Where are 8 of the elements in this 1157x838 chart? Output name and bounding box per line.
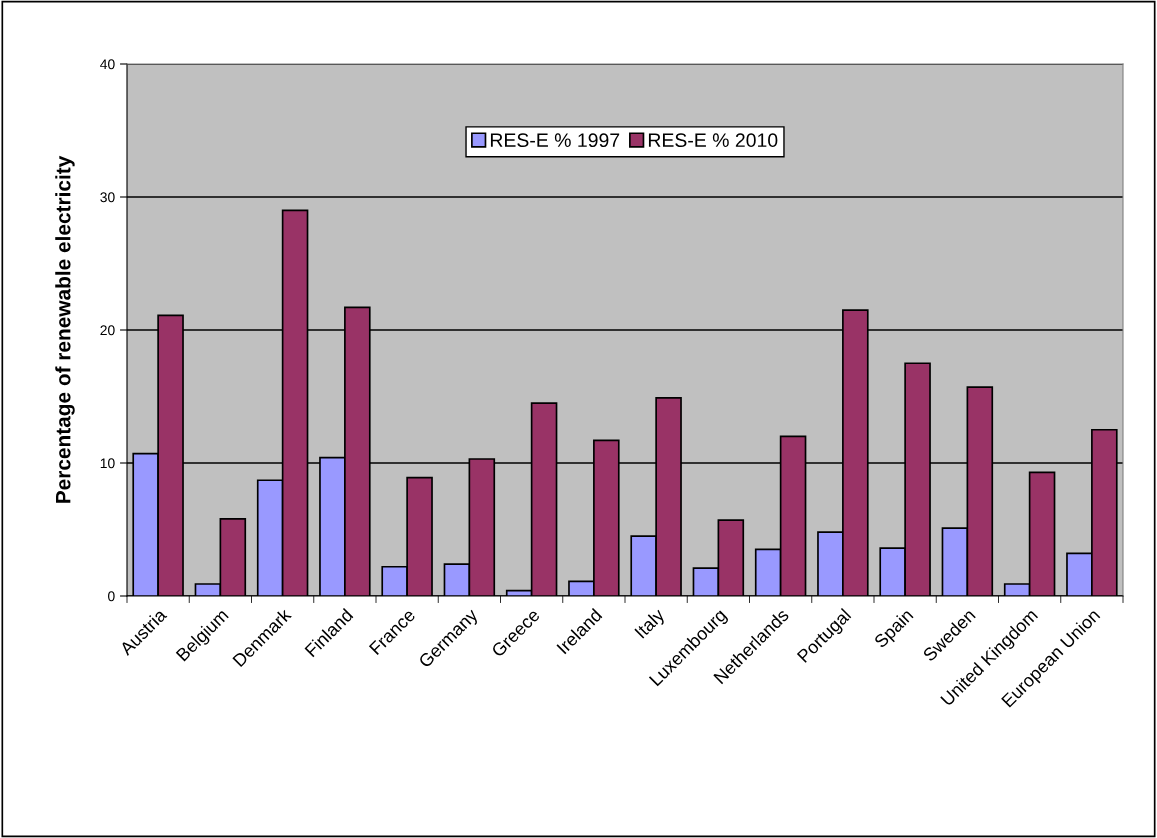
y-tick-label: 10 <box>100 458 115 469</box>
y-tick-label: 0 <box>108 591 115 602</box>
legend-label: RES-E % 2010 <box>648 133 778 148</box>
legend-label: RES-E % 1997 <box>490 133 620 148</box>
y-tick-label: 20 <box>100 325 115 336</box>
y-tick-label: 40 <box>100 59 115 70</box>
y-axis-title: Percentage of renewable electricity <box>55 155 75 503</box>
y-tick-label: 30 <box>100 192 115 203</box>
